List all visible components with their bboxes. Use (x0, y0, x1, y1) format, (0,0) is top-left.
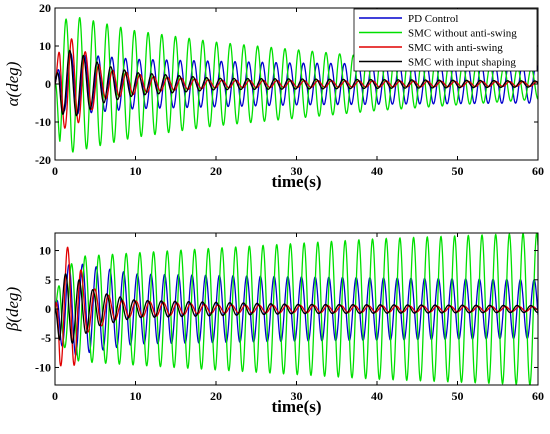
y-tick-label: 10 (39, 39, 51, 53)
legend-box (353, 8, 538, 72)
series-line-smc-without-anti-swing (55, 16, 538, 153)
alpha-x-axis-label: time(s) (271, 172, 321, 191)
beta-y-axis-label: β(deg) (3, 286, 22, 332)
series-line-pd-control (55, 263, 538, 356)
x-tick-label: 30 (291, 164, 303, 178)
legend-entry: SMC without anti-swing (408, 28, 517, 40)
y-tick-label: -10 (35, 115, 51, 129)
legend-entry: PD Control (408, 13, 458, 25)
legend-entry: SMC with input shaping (408, 57, 516, 69)
y-tick-label: 20 (39, 1, 51, 15)
series-line-smc-without-anti-swing (55, 233, 538, 385)
beta-chart: 0 10 20 30 40 50 60 -10 -5 0 5 10 time(s) β(deg) (3, 232, 544, 416)
legend-entry: SMC with anti-swing (408, 42, 503, 54)
x-tick-label: 0 (52, 164, 58, 178)
y-tick-label: 0 (45, 77, 51, 91)
series-line-smc-with-anti-swing (55, 38, 538, 130)
series-line-smc-with-input-shaping (55, 273, 538, 344)
x-tick-label: 10 (130, 389, 142, 403)
x-tick-label: 20 (210, 389, 222, 403)
y-tick-label: 0 (45, 302, 51, 316)
x-tick-label: 60 (532, 164, 544, 178)
beta-plot-area (55, 233, 538, 385)
y-tick-label: 5 (45, 273, 51, 287)
x-tick-label: 30 (291, 389, 303, 403)
x-tick-label: 40 (371, 389, 383, 403)
y-tick-label: -10 (35, 360, 51, 374)
x-tick-label: 40 (371, 164, 383, 178)
y-tick-label: 10 (39, 244, 51, 258)
x-tick-label: 20 (210, 164, 222, 178)
legend: PD Control SMC without anti-swing SMC with… (353, 8, 538, 72)
alpha-y-axis-label: α(deg) (3, 61, 22, 106)
alpha-ticks: 0 10 20 30 40 50 60 -20 -10 0 10 20 (35, 1, 544, 178)
y-tick-label: -5 (41, 331, 51, 345)
x-tick-label: 0 (52, 389, 58, 403)
x-tick-label: 60 (532, 389, 544, 403)
x-tick-label: 50 (452, 164, 464, 178)
x-tick-label: 10 (130, 164, 142, 178)
alpha-plot-area (55, 16, 538, 153)
beta-x-axis-label: time(s) (271, 397, 321, 416)
beta-ticks: 0 10 20 30 40 50 60 -10 -5 0 5 10 (35, 233, 544, 403)
y-tick-label: -20 (35, 153, 51, 167)
x-tick-label: 50 (452, 389, 464, 403)
series-line-smc-with-input-shaping (55, 49, 538, 117)
